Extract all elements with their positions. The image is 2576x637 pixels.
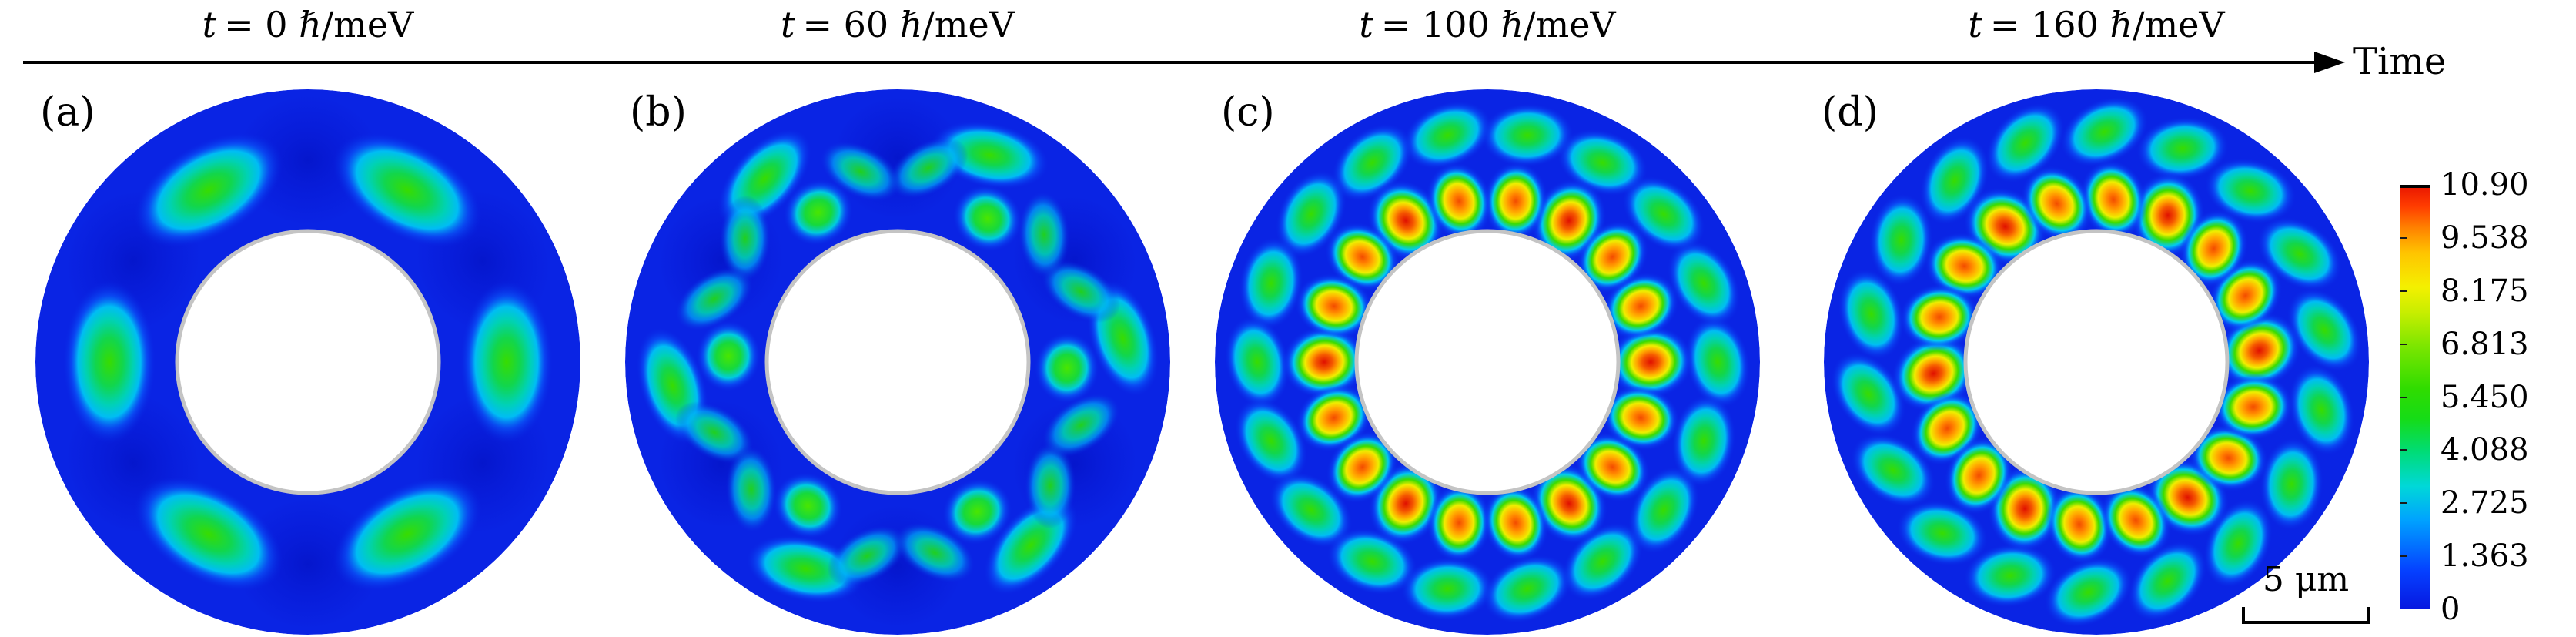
ring-plot-a [35, 89, 580, 635]
colorbar-tick-labels: 10.90 9.538 8.175 6.813 5.450 4.088 2.725 1.363… [2441, 168, 2571, 626]
scale-bar [2242, 607, 2370, 624]
time-value-text: = 0 ℏ/meV [224, 4, 414, 45]
colorbar-tick [2400, 290, 2407, 292]
colorbar-tick [2400, 449, 2407, 451]
time-value-text: = 100 ℏ/meV [1380, 4, 1616, 45]
time-value-text: = 160 ℏ/meV [1989, 4, 2225, 45]
panel-label-b: (b) [630, 89, 687, 136]
colorbar [2400, 185, 2430, 609]
colorbar-tick-label: 6.813 [2441, 326, 2529, 362]
time-symbol: t [202, 4, 217, 45]
panel-title-a: t = 0 ℏ/meV [92, 5, 524, 45]
colorbar-tick-label: 0 [2441, 592, 2461, 627]
time-symbol: t [780, 4, 795, 45]
time-arrow-line [23, 61, 2317, 64]
colorbar-tick [2400, 502, 2407, 505]
ring-plot-c [1215, 89, 1760, 635]
colorbar-tick-label: 9.538 [2441, 220, 2529, 256]
colorbar-tick [2400, 343, 2407, 345]
panel-label-d: (d) [1822, 89, 1878, 136]
panel-title-d: t = 160 ℏ/meV [1881, 5, 2312, 45]
panel-label-a: (a) [40, 89, 95, 136]
ring-plot-b [625, 89, 1170, 635]
colorbar-tick-label: 1.363 [2441, 538, 2529, 575]
colorbar-tick [2400, 555, 2407, 558]
panel-title-c: t = 100 ℏ/meV [1272, 5, 1703, 45]
colorbar-tick [2400, 396, 2407, 398]
scale-bar-label: 5 μm [2262, 560, 2350, 599]
colorbar-tick-label: 10.90 [2441, 167, 2529, 203]
colorbar-top-cap [2400, 185, 2430, 188]
colorbar-tick-label: 8.175 [2441, 273, 2529, 309]
colorbar-tick [2400, 236, 2407, 239]
time-arrow-head-icon [2314, 52, 2345, 73]
time-value-text: = 60 ℏ/meV [802, 4, 1015, 45]
colorbar-tick-label: 4.088 [2441, 432, 2529, 468]
panel-title-b: t = 60 ℏ/meV [682, 5, 1113, 45]
ring-plot-d [1824, 89, 2369, 635]
time-symbol: t [1968, 4, 1982, 45]
colorbar-tick-label: 5.450 [2441, 379, 2529, 415]
time-symbol: t [1359, 4, 1373, 45]
colorbar-tick-label: 2.725 [2441, 485, 2529, 521]
panel-label-c: (c) [1221, 89, 1275, 136]
time-arrow-label: Time [2353, 40, 2447, 83]
